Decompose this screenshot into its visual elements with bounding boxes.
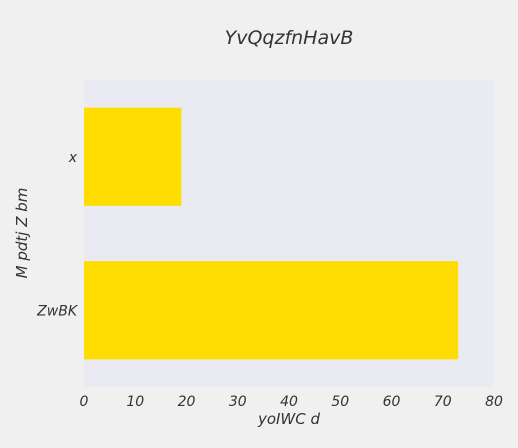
x-axis-label: yoIWC d (257, 410, 321, 428)
x-tick-label: 30 (229, 394, 247, 410)
y-tick-label: x (68, 150, 78, 166)
x-tick-label: 10 (126, 394, 144, 410)
y-axis-label: M pdtj Z bm (13, 188, 31, 279)
bar-zwbk (84, 261, 459, 360)
y-tick-labels: x ZwBK (36, 150, 79, 320)
x-tick-label: 20 (178, 394, 196, 410)
chart-title: YvQqzfnHavB (225, 27, 354, 49)
y-tick-label: ZwBK (36, 303, 79, 319)
x-tick-labels: 0 10 20 30 40 50 60 70 80 (80, 394, 503, 410)
x-tick-label: 50 (331, 394, 349, 410)
bars-layer (84, 107, 459, 360)
x-tick-label: 40 (280, 394, 298, 410)
bar-x (84, 107, 182, 206)
x-tick-label: 0 (80, 394, 89, 410)
x-tick-label: 80 (485, 394, 503, 410)
x-tick-label: 60 (383, 394, 401, 410)
x-tick-label: 70 (434, 394, 452, 410)
